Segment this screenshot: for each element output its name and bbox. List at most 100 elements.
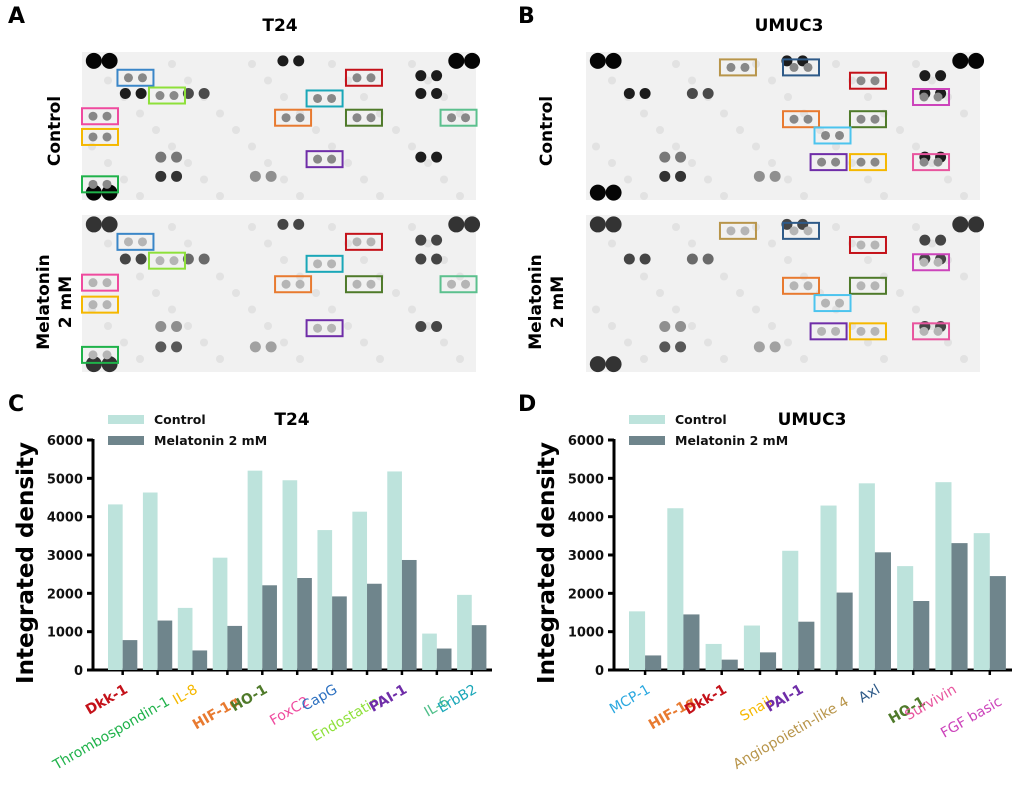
- highlight-box: [147, 251, 186, 270]
- bar-melatonin: [721, 659, 738, 670]
- blot-spot: [933, 92, 943, 102]
- blot-spot: [295, 279, 305, 289]
- bar-control: [820, 505, 837, 670]
- y-axis-label: Integrated density: [13, 442, 39, 684]
- blot-spot: [968, 52, 985, 69]
- bar-melatonin: [836, 592, 853, 670]
- highlight-box: [813, 126, 852, 145]
- blot-spot: [968, 216, 985, 233]
- blot-spot: [704, 338, 712, 347]
- blot-spot: [280, 338, 288, 347]
- blot-spot: [675, 341, 687, 353]
- blot-spot: [448, 216, 465, 233]
- blot-spot: [104, 322, 112, 330]
- blot-spot: [135, 87, 147, 99]
- blot-spot: [376, 192, 384, 200]
- blot-spot: [232, 126, 240, 134]
- blot-membrane: [586, 215, 985, 373]
- x-category-label: Axl: [856, 682, 883, 707]
- legend-swatch: [629, 436, 665, 445]
- blot-spot: [281, 113, 291, 123]
- blot-spot: [870, 76, 880, 86]
- blot-spot: [152, 289, 160, 297]
- blot-spot: [296, 192, 304, 200]
- blot-spot: [640, 355, 648, 363]
- x-category-label: PAI-1: [763, 682, 806, 716]
- highlight-box: [305, 89, 344, 108]
- blot-spot: [352, 73, 362, 83]
- blot-spot: [659, 320, 671, 332]
- highlight-box: [912, 153, 951, 172]
- blot-spot: [605, 356, 622, 373]
- blot-spot: [659, 341, 671, 353]
- blot-spot: [605, 216, 622, 233]
- highlight-box: [848, 322, 887, 341]
- highlight-box: [305, 254, 344, 273]
- blot-spot: [960, 272, 968, 281]
- blot-spot: [870, 240, 880, 250]
- blot-spot: [415, 320, 427, 332]
- bar-control: [705, 643, 722, 670]
- blot-spot: [960, 109, 968, 118]
- blot-spot: [589, 216, 606, 233]
- highlight-box: [848, 110, 887, 129]
- blot-spot: [431, 253, 443, 265]
- blot-spot: [672, 223, 680, 231]
- bar-control: [457, 594, 472, 670]
- highlight-box: [81, 175, 119, 194]
- highlight-box: [81, 273, 119, 292]
- blot-spot: [198, 253, 210, 265]
- highlight-box: [718, 58, 757, 77]
- blot-spot: [424, 76, 432, 85]
- blot-spot: [265, 341, 277, 353]
- y-tick-label: 0: [595, 664, 604, 679]
- blot-spot: [952, 216, 969, 233]
- blot-spot: [171, 170, 183, 182]
- blot-spot: [101, 356, 118, 373]
- blot-spot: [675, 320, 687, 332]
- y-tick-label: 2000: [47, 587, 83, 602]
- blot-spot: [461, 279, 471, 289]
- highlight-box: [782, 58, 820, 77]
- blot-spot: [960, 355, 968, 363]
- bar-control: [387, 471, 402, 670]
- blot-spot: [360, 175, 368, 184]
- blot-spot: [864, 338, 872, 347]
- highlight-box: [439, 275, 478, 294]
- blot-spot: [327, 93, 337, 103]
- blot-spot: [784, 256, 792, 264]
- blot-spot: [366, 113, 376, 123]
- highlight-box: [782, 110, 820, 129]
- blot-spot: [912, 223, 920, 231]
- blot-spot: [312, 126, 320, 134]
- blot-spot: [123, 73, 133, 83]
- blot-spot: [85, 52, 102, 69]
- blot-spot: [200, 175, 208, 184]
- legend-label: Control: [675, 412, 727, 427]
- highlight-box: [81, 295, 119, 314]
- blot-spot: [864, 93, 872, 101]
- blot-spot: [752, 305, 760, 314]
- blot-spot: [880, 355, 888, 363]
- blot-spot: [803, 62, 813, 72]
- blot-membrane: [586, 52, 985, 201]
- blot-spot: [88, 350, 98, 360]
- blot-spot: [704, 175, 712, 184]
- bar-control: [282, 480, 298, 670]
- blot-spot: [821, 298, 831, 308]
- bar-control: [212, 557, 228, 670]
- panel-letter-a: A: [8, 4, 26, 29]
- blot-spot: [120, 175, 128, 184]
- highlight-box: [912, 253, 951, 272]
- blot-spot: [640, 272, 648, 281]
- highlight-box: [848, 235, 887, 254]
- blot-spot: [184, 76, 192, 85]
- blot-spot: [831, 326, 841, 336]
- blot-spot: [232, 289, 240, 297]
- blot-spot: [817, 157, 827, 167]
- blot-spot: [155, 151, 167, 163]
- blot-spot: [589, 184, 606, 201]
- blot-spot: [352, 113, 362, 123]
- blot-spot: [944, 175, 952, 184]
- highlight-box: [81, 107, 119, 126]
